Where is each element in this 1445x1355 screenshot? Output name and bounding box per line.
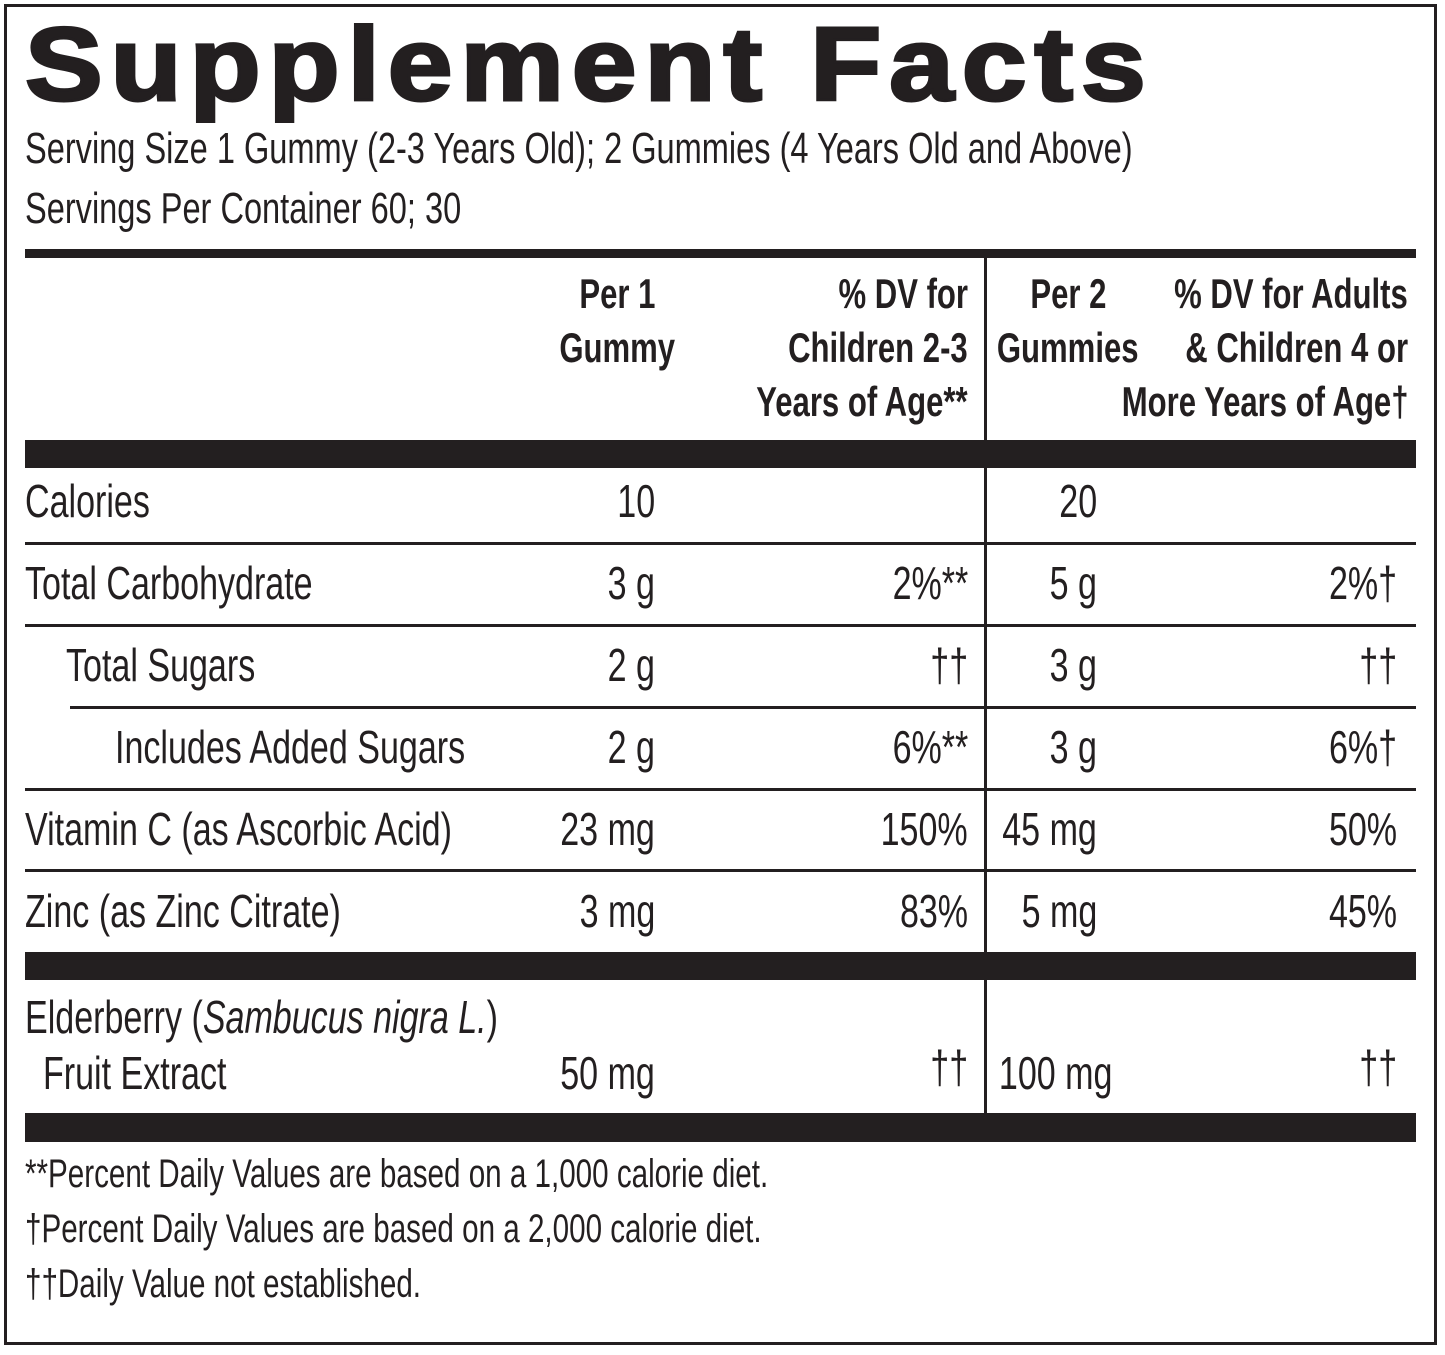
elderberry-dv-2: †† bbox=[1359, 1041, 1397, 1093]
amount-per-2-gummies: 3 g bbox=[1049, 721, 1097, 773]
elderberry-name-line2: Fruit Extract bbox=[43, 1047, 227, 1099]
header-per-1-gummy: Per 1 Gummy bbox=[559, 270, 675, 371]
dv-children: 83% bbox=[899, 885, 968, 937]
row-rule bbox=[25, 869, 1416, 872]
row-rule bbox=[25, 788, 1416, 791]
dv-adults: 50% bbox=[1328, 803, 1397, 855]
elderberry-amount-2: 100 mg bbox=[998, 1047, 1112, 1099]
amount-per-2-gummies: 5 mg bbox=[1021, 885, 1097, 937]
amount-per-2-gummies: 45 mg bbox=[1002, 803, 1097, 855]
thick-bar bbox=[25, 440, 1416, 468]
thick-bar bbox=[25, 952, 1416, 980]
footnote: **Percent Daily Values are based on a 1,… bbox=[25, 1152, 769, 1196]
elderberry-amount-1: 50 mg bbox=[560, 1047, 655, 1099]
amount-per-1-gummy: 2 g bbox=[607, 721, 655, 773]
amount-per-1-gummy: 23 mg bbox=[560, 803, 655, 855]
amount-per-1-gummy: 3 g bbox=[607, 557, 655, 609]
row-rule bbox=[25, 542, 1416, 545]
label-border bbox=[4, 4, 1437, 1345]
header-dv-children: % DV for Children 2-3 Years of Age** bbox=[756, 270, 968, 425]
thick-bar bbox=[25, 1113, 1416, 1142]
thick-rule bbox=[25, 249, 1416, 258]
amount-per-1-gummy: 3 mg bbox=[579, 885, 655, 937]
dv-adults: †† bbox=[1359, 639, 1397, 691]
amount-per-1-gummy: 10 bbox=[617, 475, 655, 527]
dv-adults: 2%† bbox=[1328, 557, 1397, 609]
header-dv-adults: % DV for Adults & Children 4 or More Yea… bbox=[1121, 270, 1408, 425]
elderberry-dv-1: †† bbox=[930, 1041, 968, 1093]
dv-adults: 45% bbox=[1328, 885, 1397, 937]
nutrient-name: Vitamin C (as Ascorbic Acid) bbox=[25, 803, 452, 855]
header-per-2-gummies: Per 2 Gummies bbox=[997, 270, 1139, 371]
dv-children: 6%** bbox=[892, 721, 968, 773]
amount-per-1-gummy: 2 g bbox=[607, 639, 655, 691]
nutrient-name: Includes Added Sugars bbox=[115, 721, 466, 773]
footnote: †Percent Daily Values are based on a 2,0… bbox=[25, 1207, 762, 1251]
nutrient-name: Total Sugars bbox=[66, 639, 256, 691]
dv-adults: 6%† bbox=[1328, 721, 1397, 773]
label-title: Supplement Facts bbox=[23, 6, 1154, 125]
nutrient-name: Zinc (as Zinc Citrate) bbox=[25, 885, 341, 937]
dv-children: †† bbox=[930, 639, 968, 691]
dv-children: 150% bbox=[880, 803, 968, 855]
footnote: ††Daily Value not established. bbox=[25, 1262, 422, 1306]
amount-per-2-gummies: 20 bbox=[1059, 475, 1097, 527]
nutrient-name: Calories bbox=[25, 475, 150, 527]
amount-per-2-gummies: 5 g bbox=[1049, 557, 1097, 609]
servings-per-container: Servings Per Container 60; 30 bbox=[25, 184, 462, 233]
nutrient-name: Total Carbohydrate bbox=[25, 557, 313, 609]
serving-size: Serving Size 1 Gummy (2-3 Years Old); 2 … bbox=[25, 124, 1133, 173]
row-rule bbox=[25, 624, 1416, 627]
amount-per-2-gummies: 3 g bbox=[1049, 639, 1097, 691]
row-rule bbox=[70, 706, 1416, 709]
dv-children: 2%** bbox=[892, 557, 968, 609]
elderberry-name: Elderberry (Sambucus nigra L.) bbox=[25, 991, 498, 1043]
column-divider bbox=[984, 258, 987, 1113]
